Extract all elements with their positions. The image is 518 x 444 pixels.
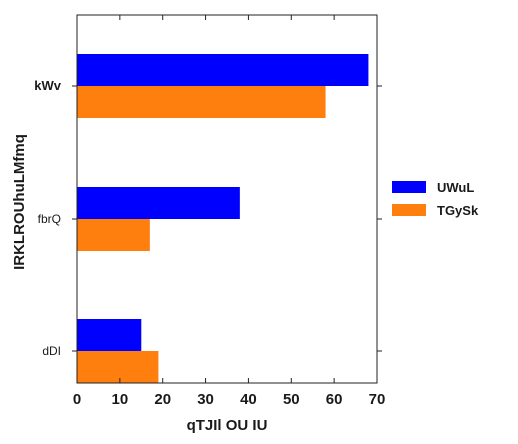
x-tick-label: 60 [326, 391, 343, 408]
x-tick-label: 70 [369, 391, 386, 408]
bar-TGySk-kWv [77, 86, 326, 118]
y-axis-title: IRKLROUhuLMfmq [11, 134, 28, 270]
x-tick-label: 50 [283, 391, 300, 408]
bars-group [77, 54, 369, 383]
bar-UWuL-dDI [77, 319, 142, 351]
bar-TGySk-fbrQ [77, 219, 150, 251]
legend-label: UWuL [437, 180, 474, 195]
y-category-label: fbrQ [38, 212, 61, 226]
legend: UWuL TGySk [392, 180, 479, 218]
legend-swatch [392, 181, 426, 193]
bar-TGySk-dDI [77, 351, 159, 383]
x-tick-label: 10 [112, 391, 129, 408]
x-axis-ticks: 0 10 20 30 40 50 60 70 [73, 15, 386, 408]
bar-UWuL-kWv [77, 54, 369, 86]
x-tick-label: 40 [240, 391, 257, 408]
y-axis-ticks: kWv fbrQ dDI [34, 78, 382, 358]
plot-frame [76, 14, 378, 384]
bar-UWuL-fbrQ [77, 187, 240, 219]
x-tick-label: 30 [197, 391, 214, 408]
x-tick-label: 20 [154, 391, 171, 408]
legend-swatch [392, 204, 426, 216]
x-tick-label: 0 [73, 391, 81, 408]
x-axis-title: qTJIl OU IU [187, 417, 268, 434]
y-category-label: dDI [42, 344, 61, 358]
legend-label: TGySk [437, 203, 479, 218]
y-category-label: kWv [34, 78, 62, 93]
